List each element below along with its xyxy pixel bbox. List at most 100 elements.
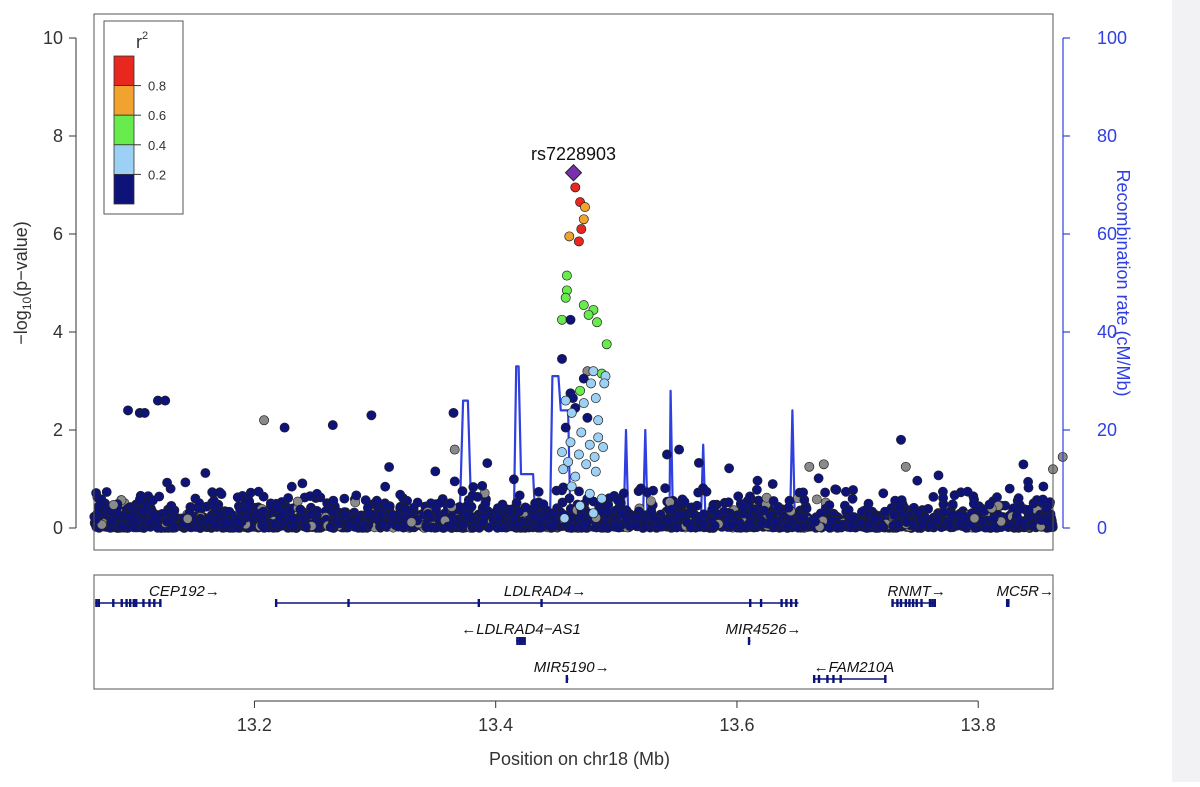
gene-name: MIR4526 bbox=[726, 621, 788, 638]
gene-direction-arrow: → bbox=[595, 659, 610, 676]
snp-point bbox=[528, 511, 539, 522]
snp-point bbox=[618, 488, 629, 499]
snp-point bbox=[557, 497, 568, 508]
snp-point bbox=[148, 495, 158, 506]
gene-exon bbox=[95, 599, 98, 607]
snp-point bbox=[783, 502, 794, 513]
snp-point bbox=[283, 493, 294, 503]
snp-point bbox=[679, 496, 690, 507]
snp-point bbox=[798, 487, 808, 498]
snp-point bbox=[841, 486, 851, 497]
snp-point bbox=[244, 496, 255, 507]
snp-point bbox=[660, 483, 671, 494]
snp-point bbox=[366, 410, 377, 421]
gene-direction-arrow: → bbox=[205, 583, 220, 600]
snp-point bbox=[586, 378, 596, 389]
snp-point bbox=[575, 500, 586, 511]
snp-point bbox=[588, 366, 599, 377]
snp-point bbox=[160, 395, 171, 406]
snp-point bbox=[745, 518, 755, 529]
snp-point bbox=[220, 518, 231, 529]
snp-point bbox=[297, 478, 308, 489]
snp-point bbox=[989, 522, 1000, 533]
snp-point bbox=[639, 522, 650, 532]
snp-point bbox=[686, 522, 696, 533]
plot-frame bbox=[93, 13, 1054, 551]
gene-exon bbox=[928, 599, 932, 607]
legend-swatch bbox=[113, 55, 135, 87]
snp-point bbox=[912, 475, 923, 486]
snp-point bbox=[327, 420, 338, 431]
snp-point bbox=[129, 516, 140, 527]
snp-point bbox=[820, 487, 830, 498]
snp-point bbox=[328, 495, 339, 506]
gene-name: CEP192 bbox=[149, 583, 206, 600]
snp-point bbox=[363, 508, 374, 519]
snp-point bbox=[458, 519, 468, 530]
snp-point bbox=[277, 508, 288, 519]
snp-point bbox=[674, 444, 685, 455]
snp-point bbox=[204, 515, 215, 525]
snp-point bbox=[1013, 493, 1024, 504]
snp-point bbox=[139, 407, 150, 418]
snp-point bbox=[733, 491, 744, 502]
legend-title: r2 bbox=[136, 30, 148, 52]
snp-point bbox=[148, 510, 158, 521]
snp-point bbox=[165, 483, 176, 494]
y-tick-label: 2 bbox=[53, 420, 63, 440]
gene-exon bbox=[148, 599, 151, 607]
snp-point bbox=[574, 486, 584, 497]
gene-exon bbox=[1005, 599, 1009, 607]
snp-point bbox=[759, 505, 770, 516]
lead-snp-marker bbox=[564, 164, 583, 182]
snp-point bbox=[558, 464, 569, 475]
gene-exon bbox=[135, 599, 138, 607]
snp-point bbox=[101, 487, 112, 497]
legend-label: 0.2 bbox=[148, 167, 166, 182]
snp-point bbox=[992, 492, 1002, 503]
snp-point bbox=[565, 314, 576, 325]
legend-label: 0.6 bbox=[148, 108, 166, 123]
scrollbar-gutter[interactable] bbox=[1172, 0, 1200, 782]
x-tick-label: 13.2 bbox=[237, 715, 272, 735]
snp-point bbox=[395, 489, 406, 500]
gene-exon bbox=[1007, 599, 1010, 607]
snp-point bbox=[478, 517, 488, 527]
gene-exon bbox=[915, 599, 918, 607]
snp-point bbox=[810, 516, 820, 527]
snp-point bbox=[709, 520, 720, 531]
snp-point bbox=[272, 502, 282, 513]
snp-point bbox=[928, 491, 939, 502]
snp-point bbox=[269, 519, 280, 529]
snp-point bbox=[923, 503, 933, 514]
gene-exon bbox=[347, 599, 350, 607]
snp-point bbox=[305, 491, 315, 501]
snp-point bbox=[944, 521, 954, 531]
y-tick-label: 0 bbox=[53, 518, 63, 538]
gene-track-frame bbox=[93, 574, 1054, 690]
gene-exon bbox=[896, 599, 899, 607]
snp-point bbox=[412, 497, 423, 508]
gene-exon bbox=[908, 599, 911, 607]
gene-direction-arrow: → bbox=[931, 583, 946, 600]
snp-point bbox=[752, 475, 763, 486]
snp-point bbox=[889, 510, 899, 520]
gene-direction-arrow: → bbox=[786, 621, 801, 638]
snp-point bbox=[380, 481, 391, 492]
gene-exon bbox=[839, 675, 842, 683]
snp-point bbox=[692, 500, 702, 511]
gene-direction-arrow: ← bbox=[461, 621, 476, 638]
snp-point bbox=[570, 182, 581, 193]
snp-point bbox=[357, 522, 368, 533]
snp-point bbox=[724, 463, 734, 474]
snp-point bbox=[616, 507, 626, 518]
gene-direction-arrow: → bbox=[571, 583, 586, 600]
snp-point bbox=[621, 514, 632, 524]
snp-point bbox=[646, 496, 656, 506]
snp-point bbox=[598, 442, 609, 453]
snp-point bbox=[449, 444, 460, 455]
snp-point bbox=[351, 490, 362, 501]
snp-point bbox=[590, 466, 601, 477]
snp-point bbox=[581, 459, 592, 470]
gene-name: RNMT bbox=[888, 583, 933, 600]
